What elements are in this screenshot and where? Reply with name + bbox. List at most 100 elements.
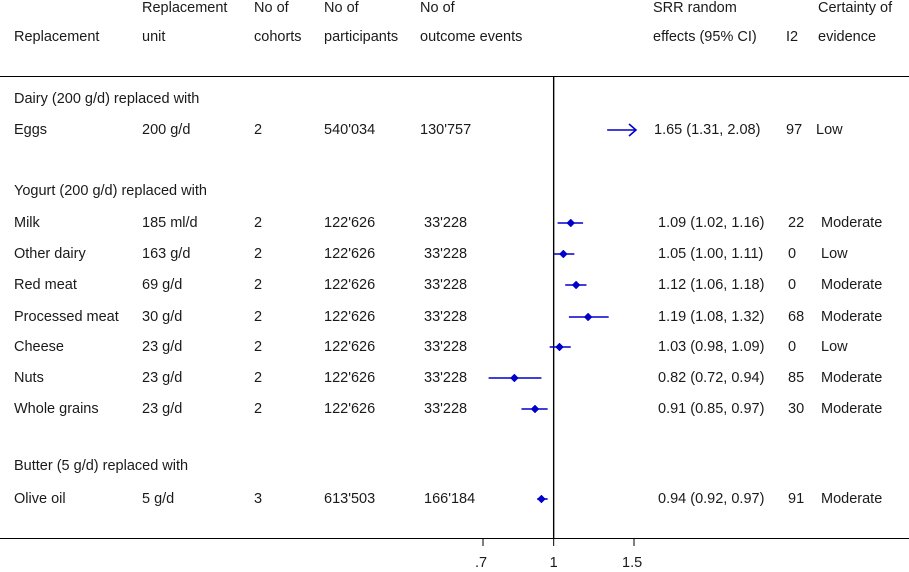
participants-count: 540'034 [324,122,376,138]
replacement-name: Other dairy [14,246,86,262]
x-tick-label: 1 [549,555,558,571]
replacement-name: Cheese [14,339,64,355]
certainty-value: Moderate [821,309,883,325]
header-certainty: Certainty of evidence [818,0,893,45]
header-i2: I2 [786,29,799,45]
cohorts-count: 2 [254,401,263,417]
participants-count: 122'626 [324,339,376,355]
point-estimate [530,404,540,414]
participants-count: 122'626 [324,246,376,262]
point-estimate [583,312,593,322]
certainty-value: Moderate [821,370,883,386]
header-srr: SRR random effects (95% CI) [653,0,757,45]
events-count: 166'184 [424,491,476,507]
participants-count: 122'626 [324,277,376,293]
replacement-name: Nuts [14,370,44,386]
certainty-value: Moderate [821,215,883,231]
cohorts-count: 2 [254,246,263,262]
header-events: No of outcome events [420,0,523,45]
i2-value: 0 [788,246,797,262]
table-row: Nuts 23 g/d 2 122'626 33'228 0.82 (0.72,… [0,368,909,388]
events-count: 33'228 [424,370,468,386]
ci-arrow [628,123,638,137]
replacement-unit: 69 g/d [142,277,183,293]
i2-value: 85 [788,370,805,386]
participants-count: 613'503 [324,491,376,507]
certainty-value: Low [821,339,848,355]
section-title-yogurt: Yogurt (200 g/d) replaced with [14,183,207,199]
participants-count: 122'626 [324,370,376,386]
table-row: Eggs 200 g/d 2 540'034 130'757 1.65 (1.3… [0,120,909,140]
events-count: 33'228 [424,401,468,417]
replacement-unit: 5 g/d [142,491,175,507]
table-row: Red meat 69 g/d 2 122'626 33'228 1.12 (1… [0,275,909,295]
header-participants: No of participants [324,0,399,45]
replacement-unit: 23 g/d [142,370,183,386]
header-unit: Replacement unit [142,0,228,45]
replacement-unit: 23 g/d [142,401,183,417]
i2-value: 22 [788,215,805,231]
srr-value: 1.12 (1.06, 1.18) [658,277,765,293]
srr-value: 1.03 (0.98, 1.09) [658,339,765,355]
replacement-unit: 163 g/d [142,246,191,262]
srr-value: 0.94 (0.92, 0.97) [658,491,765,507]
srr-value: 0.82 (0.72, 0.94) [658,370,765,386]
point-estimate [537,494,546,504]
srr-value: 1.19 (1.08, 1.32) [658,309,765,325]
replacement-unit: 30 g/d [142,309,183,325]
events-count: 130'757 [420,122,472,138]
replacement-name: Milk [14,215,40,231]
table-row: Other dairy 163 g/d 2 122'626 33'228 1.0… [0,244,909,264]
replacement-name: Red meat [14,277,77,293]
section-title-dairy: Dairy (200 g/d) replaced with [14,91,200,107]
point-estimate [509,373,519,383]
events-count: 33'228 [424,246,468,262]
events-count: 33'228 [424,215,468,231]
srr-value: 1.05 (1.00, 1.11) [658,246,764,262]
participants-count: 122'626 [324,215,376,231]
header-cohorts: No of cohorts [254,0,302,45]
certainty-value: Low [821,246,848,262]
certainty-value: Moderate [821,401,883,417]
i2-value: 0 [788,339,797,355]
cohorts-count: 2 [254,339,263,355]
cohorts-count: 2 [254,215,263,231]
cohorts-count: 2 [254,122,263,138]
certainty-value: Low [816,122,843,138]
srr-value: 1.65 (1.31, 2.08) [654,122,761,138]
i2-value: 91 [788,491,805,507]
i2-value: 97 [786,122,803,138]
events-count: 33'228 [424,309,468,325]
participants-count: 122'626 [324,401,376,417]
replacement-unit: 23 g/d [142,339,183,355]
replacement-name: Whole grains [14,401,99,417]
cohorts-count: 2 [254,309,263,325]
table-row: Processed meat 30 g/d 2 122'626 33'228 1… [0,307,909,327]
i2-value: 68 [788,309,805,325]
events-count: 33'228 [424,339,468,355]
i2-value: 0 [788,277,797,293]
cohorts-count: 3 [254,491,263,507]
srr-value: 0.91 (0.85, 0.97) [658,401,765,417]
replacement-name: Processed meat [14,309,119,325]
point-estimate [571,280,581,290]
replacement-unit: 200 g/d [142,122,191,138]
certainty-value: Moderate [821,491,883,507]
x-tick-label: .7 [475,555,488,571]
x-tick-label: 1.5 [622,555,643,571]
replacement-name: Olive oil [14,491,66,507]
point-estimate [566,218,576,228]
table-row: Olive oil 5 g/d 3 613'503 166'184 0.94 (… [0,489,909,509]
participants-count: 122'626 [324,309,376,325]
table-row: Milk 185 ml/d 2 122'626 33'228 1.09 (1.0… [0,213,909,233]
section-title-butter: Butter (5 g/d) replaced with [14,458,189,474]
replacement-name: Eggs [14,122,48,138]
header-replacement: Replacement [14,29,100,45]
events-count: 33'228 [424,277,468,293]
srr-value: 1.09 (1.02, 1.16) [658,215,765,231]
table-row: Whole grains 23 g/d 2 122'626 33'228 0.9… [0,399,909,419]
point-estimate [555,342,564,352]
certainty-value: Moderate [821,277,883,293]
point-estimate [558,249,568,259]
